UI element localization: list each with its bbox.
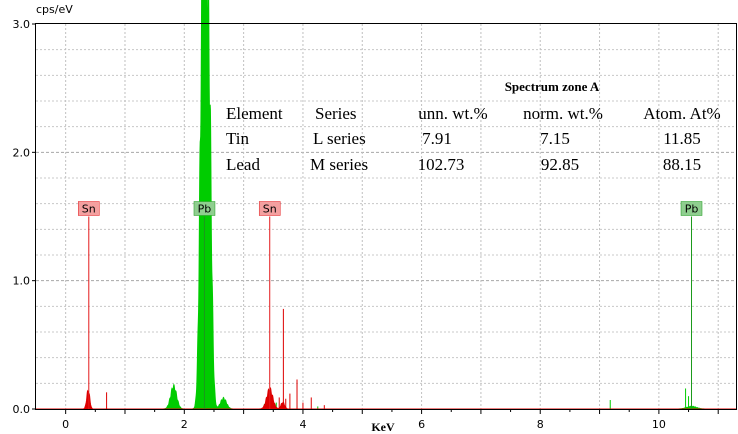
x-tick-label: 4 (299, 418, 306, 431)
header-series: Series (315, 104, 357, 123)
element-marker-box (78, 201, 100, 216)
table-title: Spectrum zone A (505, 79, 600, 94)
element-marker-label: Sn (82, 203, 96, 216)
row-tin-atom-at: 11.85 (663, 129, 701, 148)
element-marker-box (680, 201, 703, 216)
y-tick-label: 2.0 (13, 146, 31, 159)
header-norm-wt: norm. wt.% (523, 104, 603, 123)
header-atom-at: Atom. At% (643, 104, 720, 123)
row-tin-element: Tin (226, 129, 250, 148)
y-tick-label: 1.0 (13, 275, 31, 288)
x-axis-label: KeV (371, 420, 395, 434)
header-element: Element (226, 104, 283, 123)
row-lead-element: Lead (226, 155, 260, 174)
x-tick-label: 0 (62, 418, 69, 431)
row-tin-unn-wt: 7.91 (422, 129, 452, 148)
grid-lines (36, 24, 736, 409)
element-marker-label: Pb (198, 203, 212, 216)
row-lead-unn-wt: 102.73 (418, 155, 465, 174)
results-table: Spectrum zone A Element Series unn. wt.%… (226, 79, 721, 174)
x-axis-ticks: 0 2 4 6 8 10 (62, 409, 719, 431)
header-unn-wt: unn. wt.% (418, 104, 487, 123)
row-lead-atom-at: 88.15 (663, 155, 701, 174)
spectrum-series (36, 0, 736, 410)
row-lead-series: M series (310, 155, 368, 174)
y-tick-label: 3.0 (13, 18, 31, 31)
row-tin-series: L series (313, 129, 366, 148)
spectrum-series-1 (36, 0, 736, 410)
element-marker-label: Pb (685, 203, 699, 216)
row-tin-norm-wt: 7.15 (540, 129, 570, 148)
y-tick-label: 0.0 (13, 403, 31, 416)
element-marker-box (193, 201, 216, 216)
plot-frame (35, 23, 737, 410)
row-lead-norm-wt: 92.85 (541, 155, 579, 174)
spectrum-series-2 (36, 386, 736, 410)
x-tick-label: 10 (652, 418, 666, 431)
element-markers: Sn Pb Sn Pb (78, 201, 703, 409)
x-tick-label: 6 (418, 418, 425, 431)
element-marker-box (258, 201, 281, 216)
y-axis-ticks: 0.0 1.0 2.0 3.0 (13, 18, 36, 416)
x-tick-label: 2 (181, 418, 188, 431)
y-axis-unit-label: cps/eV (36, 3, 73, 16)
x-tick-label: 8 (537, 418, 544, 431)
element-marker-label: Sn (263, 203, 277, 216)
